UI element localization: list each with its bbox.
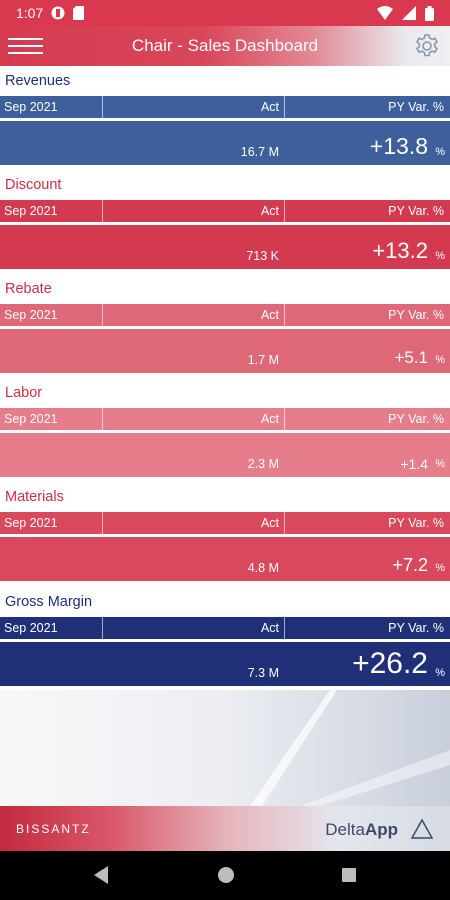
battery-icon [425, 5, 434, 21]
gear-icon[interactable] [414, 33, 440, 59]
signal-icon [402, 6, 416, 20]
deltaapp-logo-a: Delta [325, 820, 365, 839]
kpi-header-row: Sep 2021 Act PY Var. % [0, 512, 450, 534]
kpi-title: Labor [5, 385, 43, 401]
kpi-var-value: +5.1 [394, 348, 428, 367]
kpi-header-row: Sep 2021 Act PY Var. % [0, 617, 450, 639]
kpi-var-label: PY Var. % [388, 621, 444, 635]
kpi-var-value: +26.2 [352, 647, 428, 680]
kpi-values-row: 2.3 M +1.4 % [0, 430, 450, 477]
kpi-var-label: PY Var. % [388, 412, 444, 426]
kpi-header-row: Sep 2021 Act PY Var. % [0, 408, 450, 430]
kpi-pct-sign: % [435, 250, 445, 262]
app-title: Chair - Sales Dashboard [131, 36, 319, 55]
kpi-var-label: PY Var. % [388, 204, 444, 218]
kpi-act-label: Act [103, 512, 285, 534]
kpi-values-row: 16.7 M +13.8 % [0, 118, 450, 165]
app-bar: Chair - Sales Dashboard [0, 26, 450, 66]
kpi-period: Sep 2021 [0, 304, 103, 326]
kpi-card-revenues[interactable]: Revenues Sep 2021 Act PY Var. % 16.7 M +… [0, 66, 450, 165]
wifi-icon [377, 6, 393, 20]
kpi-period: Sep 2021 [0, 408, 103, 430]
kpi-values-row: 7.3 M +26.2 % [0, 639, 450, 686]
kpi-header-row: Sep 2021 Act PY Var. % [0, 304, 450, 326]
background-swoosh [250, 690, 450, 806]
kpi-title: Materials [5, 489, 64, 505]
kpi-values-row: 4.8 M +7.2 % [0, 534, 450, 581]
deltaapp-logo: DeltaApp [325, 820, 398, 840]
kpi-card-labor[interactable]: Labor Sep 2021 Act PY Var. % 2.3 M +1.4 … [0, 378, 450, 477]
kpi-act-label: Act [103, 96, 285, 118]
recents-icon[interactable] [340, 865, 358, 885]
system-nav-bar [0, 851, 450, 900]
kpi-act-value: 16.7 M [240, 145, 279, 159]
kpi-period: Sep 2021 [0, 96, 103, 118]
kpi-act-label: Act [103, 408, 285, 430]
kpi-header-row: Sep 2021 Act PY Var. % [0, 200, 450, 222]
kpi-var-value: +1.4 [400, 456, 428, 472]
kpi-header-row: Sep 2021 Act PY Var. % [0, 96, 450, 118]
kpi-act-label: Act [103, 200, 285, 222]
home-icon[interactable] [217, 865, 235, 885]
kpi-var-value: +7.2 [392, 555, 428, 575]
kpi-var-label: PY Var. % [388, 308, 444, 322]
kpi-period: Sep 2021 [0, 200, 103, 222]
app-notification-icon [51, 6, 65, 20]
kpi-act-value: 1.7 M [247, 353, 279, 367]
back-icon[interactable] [92, 865, 110, 885]
menu-icon[interactable] [8, 38, 43, 54]
kpi-act-value: 7.3 M [247, 666, 279, 680]
kpi-period: Sep 2021 [0, 617, 103, 639]
kpi-act-label: Act [103, 304, 285, 326]
kpi-act-value: 713 K [246, 249, 279, 263]
kpi-pct-sign: % [435, 354, 445, 366]
kpi-pct-sign: % [435, 562, 445, 574]
kpi-title: Rebate [5, 281, 52, 297]
kpi-values-row: 713 K +13.2 % [0, 222, 450, 269]
kpi-act-value: 4.8 M [247, 561, 279, 575]
bissantz-logo: BISSANTZ [16, 822, 91, 836]
kpi-pct-sign: % [435, 667, 445, 679]
kpi-values-row: 1.7 M +5.1 % [0, 326, 450, 373]
status-time: 1:07 [16, 5, 44, 21]
footer-brand-bar: BISSANTZ DeltaApp [0, 806, 450, 851]
kpi-card-discount[interactable]: Discount Sep 2021 Act PY Var. % 713 K +1… [0, 170, 450, 269]
kpi-var-label: PY Var. % [388, 100, 444, 114]
kpi-title: Revenues [5, 73, 71, 89]
kpi-title: Discount [5, 177, 62, 193]
kpi-act-label: Act [103, 617, 285, 639]
kpi-pct-sign: % [435, 458, 445, 470]
sd-card-icon [73, 6, 85, 20]
kpi-card-gross-margin[interactable]: Gross Margin Sep 2021 Act PY Var. % 7.3 … [0, 587, 450, 686]
kpi-period: Sep 2021 [0, 512, 103, 534]
kpi-var-value: +13.2 [372, 238, 428, 263]
kpi-var-label: PY Var. % [388, 516, 444, 530]
kpi-var-value: +13.8 [369, 133, 428, 159]
kpi-pct-sign: % [435, 146, 445, 158]
kpi-act-value: 2.3 M [247, 457, 279, 471]
kpi-title: Gross Margin [5, 594, 93, 610]
status-bar: 1:07 [0, 0, 450, 26]
kpi-card-materials[interactable]: Materials Sep 2021 Act PY Var. % 4.8 M +… [0, 482, 450, 581]
background-decoration [0, 690, 450, 806]
kpi-card-rebate[interactable]: Rebate Sep 2021 Act PY Var. % 1.7 M +5.1… [0, 274, 450, 373]
delta-triangle-icon [410, 818, 434, 839]
deltaapp-logo-b: App [364, 820, 398, 839]
